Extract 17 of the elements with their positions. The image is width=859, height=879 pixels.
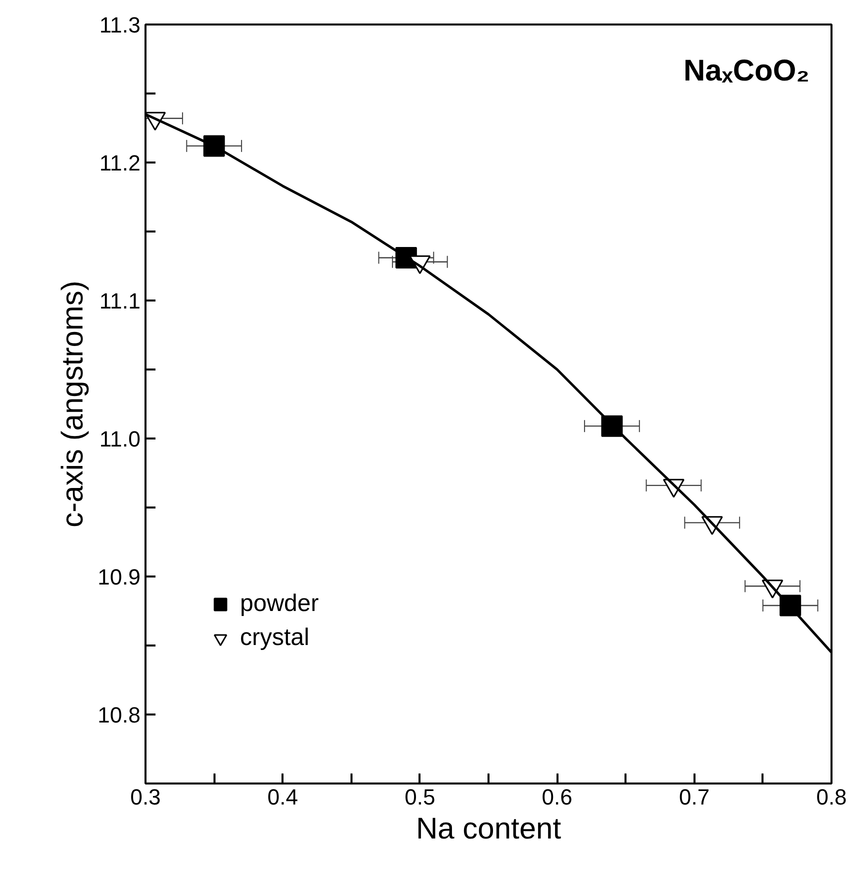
legend-label: crystal bbox=[240, 624, 310, 652]
x-tick-label: 0.7 bbox=[679, 784, 710, 810]
y-tick-label: 11.1 bbox=[99, 288, 140, 314]
x-axis-title: Na content bbox=[416, 812, 562, 846]
x-tick-label: 0.5 bbox=[404, 784, 436, 810]
y-tick-label: 11.2 bbox=[99, 150, 140, 176]
legend-label: powder bbox=[240, 590, 319, 618]
x-tick-label: 0.6 bbox=[542, 784, 572, 810]
x-tick-label: 0.8 bbox=[816, 784, 847, 810]
x-tick-label: 0.4 bbox=[267, 784, 298, 810]
y-tick-label: 11.3 bbox=[99, 12, 140, 38]
annotation: NaₓCoO₂ bbox=[684, 54, 810, 88]
y-axis-title: c-axis (angstroms) bbox=[56, 280, 90, 528]
y-tick-label: 10.9 bbox=[98, 564, 141, 590]
y-tick-label: 10.8 bbox=[98, 702, 141, 728]
y-tick-label: 11.0 bbox=[99, 426, 140, 452]
x-tick-label: 0.3 bbox=[130, 784, 161, 810]
